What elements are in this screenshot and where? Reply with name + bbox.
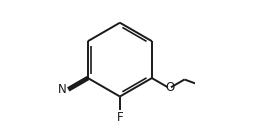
Text: N: N bbox=[58, 83, 67, 96]
Text: O: O bbox=[165, 81, 174, 94]
Text: F: F bbox=[117, 111, 123, 124]
